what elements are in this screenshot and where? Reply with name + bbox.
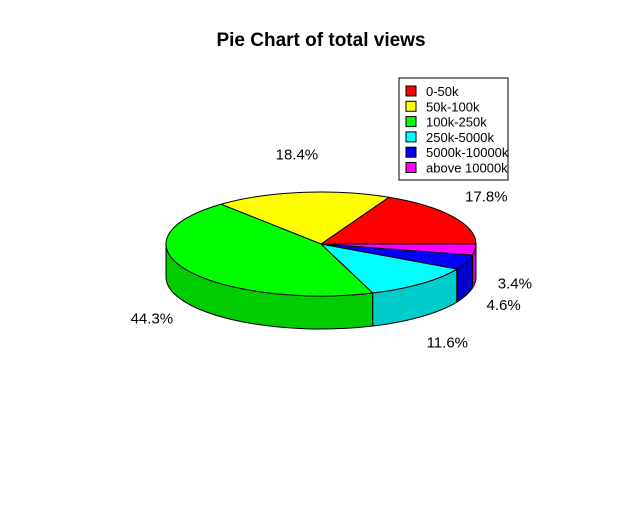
pct-label-0-50k: 17.8% xyxy=(465,188,508,205)
legend-swatch-5000k-10000k xyxy=(405,146,417,158)
legend-swatch-50k-100k xyxy=(405,100,417,112)
legend-swatch-100k-250k xyxy=(405,116,417,128)
legend-label-0-50k: 0-50k xyxy=(426,84,459,99)
legend-label-250k-5000k: 250k-5000k xyxy=(426,130,494,145)
legend: 0-50k50k-100k100k-250k250k-5000k5000k-10… xyxy=(398,77,509,181)
legend-swatch-0-50k xyxy=(405,85,417,97)
legend-box xyxy=(398,77,509,181)
pie-slice-above-10000k xyxy=(320,243,477,256)
percentage-labels: 17.8% 18.4% 44.3% 11.6% 4.6% 3.4% xyxy=(131,147,532,352)
legend-swatch-above-10000k xyxy=(405,162,417,173)
legend-label-above-10000k: above 10000k xyxy=(426,161,508,176)
pie-slice-100k-250k xyxy=(165,203,374,297)
legend-label-5000k-10000k: 5000k-10000k xyxy=(426,145,509,160)
legend-label-50k-100k: 50k-100k xyxy=(426,99,480,114)
pie-slices xyxy=(165,191,477,330)
pct-label-250k-5000k: 11.6% xyxy=(427,334,468,351)
pie-slice-0-50k xyxy=(319,196,477,245)
chart-title: Pie Chart of total views xyxy=(216,30,425,51)
pie-slice-50k-100k xyxy=(219,191,391,245)
pct-label-5000k-10000k: 4.6% xyxy=(487,297,521,314)
pct-label-50k-100k: 18.4% xyxy=(276,147,319,164)
legend-label-100k-250k: 100k-250k xyxy=(426,115,487,130)
pie-slice-250k-5000k xyxy=(319,243,459,294)
legend-swatch-250k-5000k xyxy=(405,131,417,143)
pct-label-100k-250k: 44.3% xyxy=(131,310,174,327)
pct-label-above-10000k: 3.4% xyxy=(498,275,532,292)
